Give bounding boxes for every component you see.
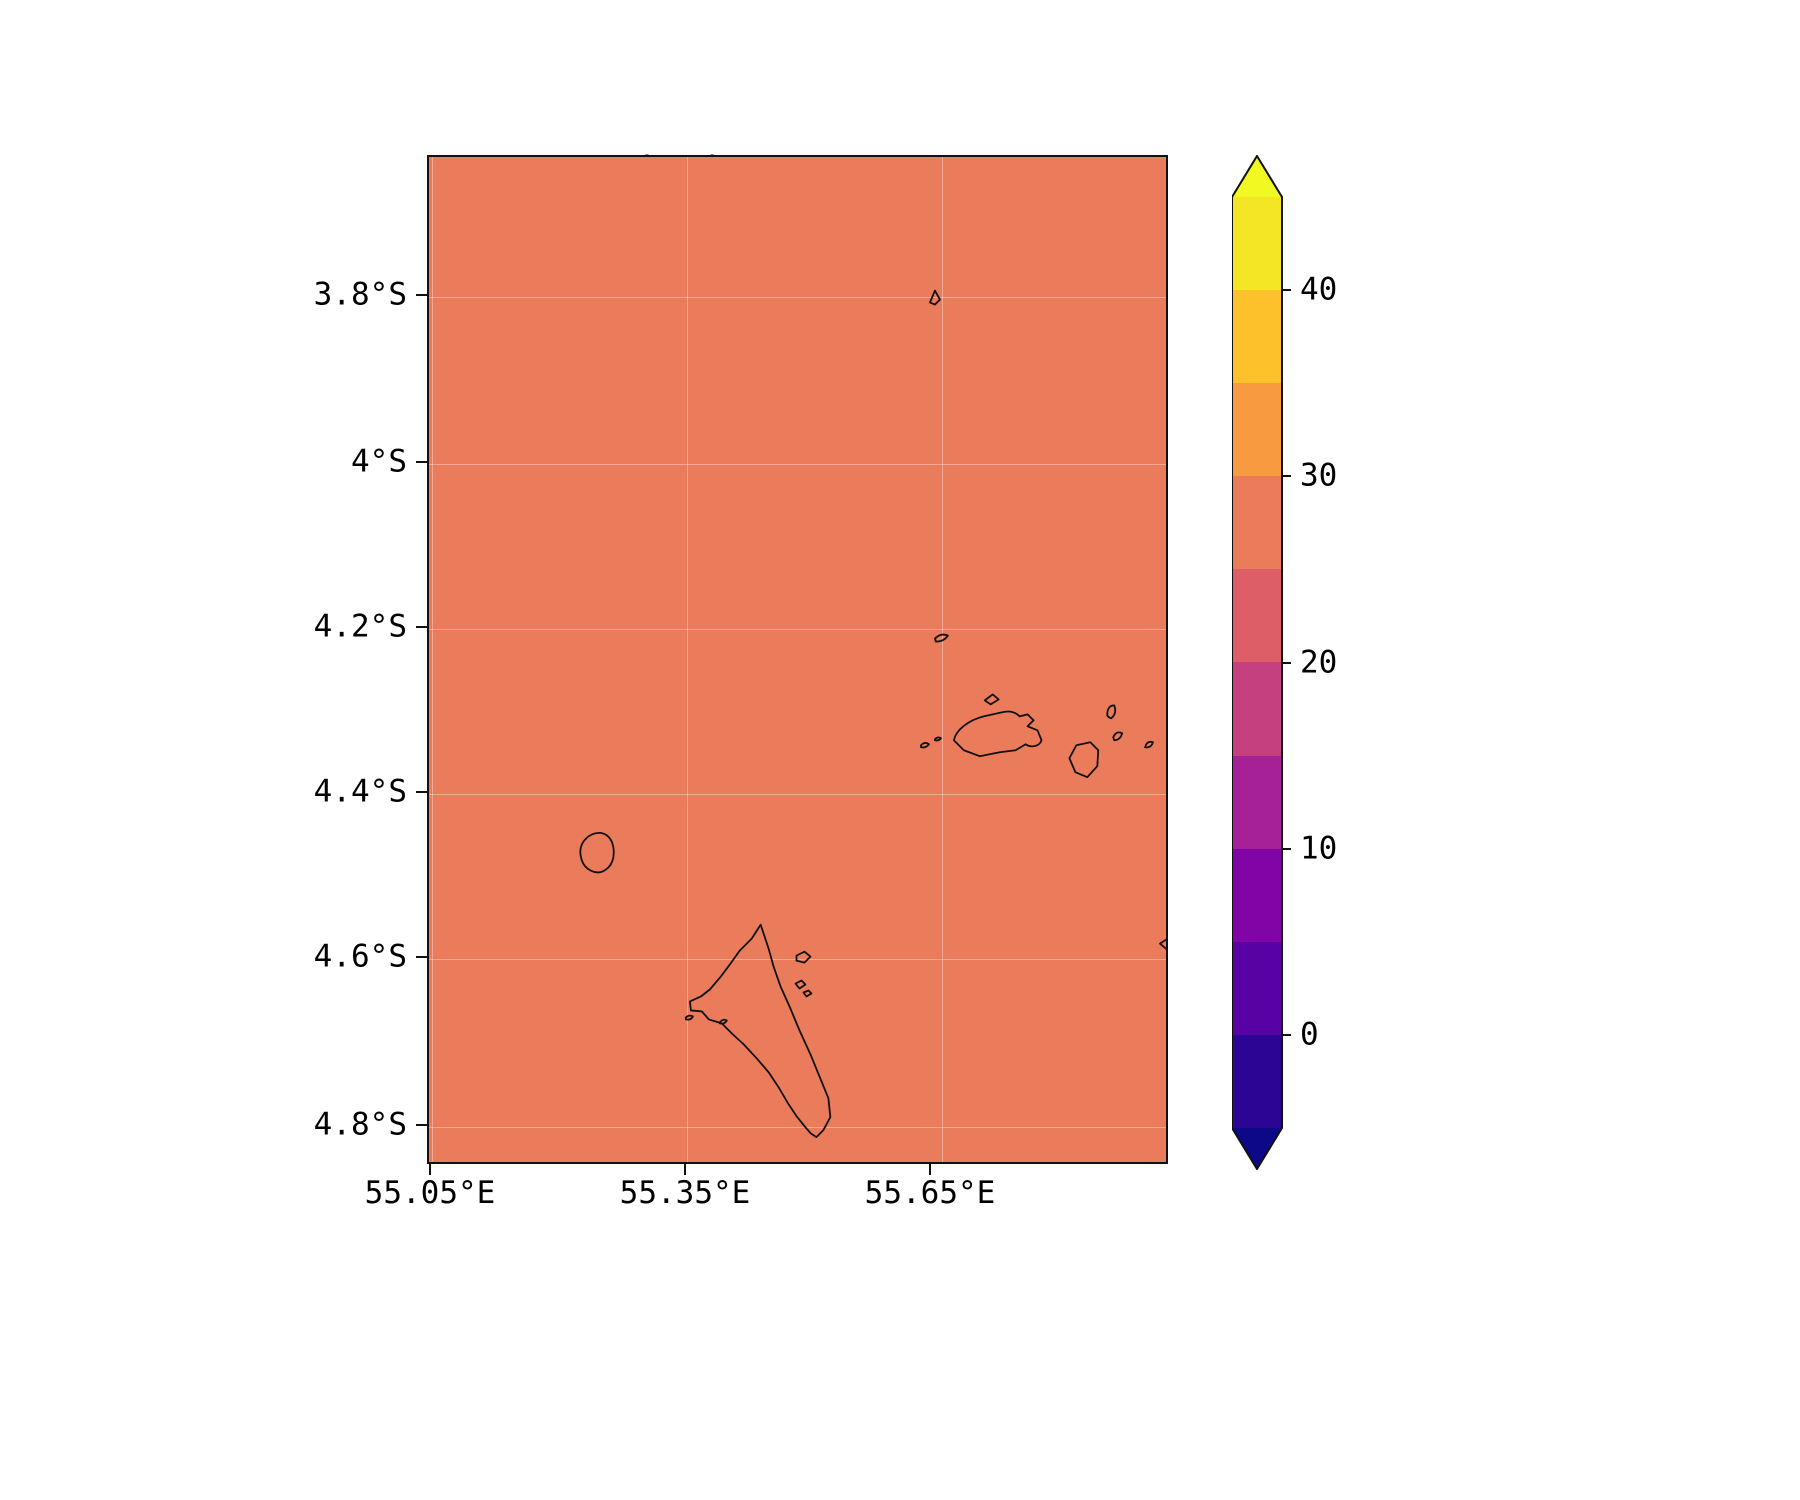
colorbar-segment	[1232, 1034, 1282, 1128]
islet-coastline	[1112, 731, 1124, 742]
y-tick-label: 4.4°S	[313, 773, 407, 810]
colorbar-extend-over	[1232, 155, 1282, 197]
colorbar-segment	[1232, 755, 1282, 849]
islet-coastline	[1106, 704, 1117, 720]
colorbar-tick-label: 10	[1300, 830, 1338, 867]
x-tick-mark	[429, 1164, 431, 1175]
colorbar-tick-label: 20	[1300, 644, 1338, 681]
colorbar-segment	[1232, 569, 1282, 663]
gridline-vertical	[432, 157, 433, 1162]
x-tick-mark	[684, 1164, 686, 1175]
gridline-horizontal	[429, 959, 1166, 960]
gridline-horizontal	[429, 1127, 1166, 1128]
y-tick-mark	[416, 1124, 427, 1126]
y-tick-mark	[416, 791, 427, 793]
mahe-coastline	[689, 923, 832, 1138]
colorbar-segment	[1232, 848, 1282, 942]
gridline-horizontal	[429, 464, 1166, 465]
y-tick-mark	[416, 956, 427, 958]
y-tick-label: 4.8°S	[313, 1106, 407, 1143]
islet-coastline	[795, 950, 812, 964]
islet-mid-coastline	[934, 633, 949, 643]
y-tick-label: 4°S	[351, 443, 407, 480]
gridline-horizontal	[429, 297, 1166, 298]
islet-edge-coastline	[1159, 938, 1166, 950]
islet-coastline	[794, 979, 807, 990]
map-plot-area	[427, 155, 1168, 1164]
y-tick-label: 4.2°S	[313, 608, 407, 645]
islet-coastline	[718, 1018, 728, 1025]
colorbar-segment	[1232, 197, 1282, 291]
gridline-horizontal	[429, 629, 1166, 630]
y-tick-label: 3.8°S	[313, 276, 407, 313]
islet-north-coastline	[929, 289, 941, 306]
islet-coastline	[1144, 740, 1154, 749]
colorbar-segment	[1232, 941, 1282, 1035]
colorbar-segment	[1232, 290, 1282, 384]
y-tick-mark	[416, 461, 427, 463]
islet-curieuse-coastline	[983, 693, 1000, 706]
colorbar-segment	[1232, 476, 1282, 570]
y-tick-mark	[416, 626, 427, 628]
colorbar-segment	[1232, 383, 1282, 477]
coastlines-layer	[579, 289, 1166, 1138]
colorbar-segment	[1232, 662, 1282, 756]
gridline-horizontal	[429, 794, 1166, 795]
gridline-vertical	[687, 157, 688, 1162]
x-tick-label: 55.05°E	[364, 1175, 496, 1211]
gridline-vertical	[942, 157, 943, 1162]
colorbar-tick-label: 40	[1300, 271, 1338, 308]
colorbar-tick-label: 30	[1300, 457, 1338, 494]
x-tick-label: 55.65°E	[864, 1175, 996, 1211]
la-digue-coastline	[1068, 741, 1100, 779]
colorbar	[1232, 155, 1291, 1170]
y-tick-label: 4.6°S	[313, 938, 407, 975]
silhouette-coastline	[579, 832, 615, 874]
x-tick-mark	[929, 1164, 931, 1175]
x-tick-label: 55.35°E	[619, 1175, 751, 1211]
praslin-coastline	[952, 710, 1043, 758]
y-tick-mark	[416, 294, 427, 296]
islet-coastline	[802, 989, 813, 998]
islet-coastline	[685, 1014, 694, 1021]
islet-coastline	[920, 742, 930, 749]
colorbar-extend-under	[1232, 1127, 1282, 1170]
colorbar-tick-label: 0	[1300, 1016, 1319, 1053]
islet-coastline	[934, 736, 942, 742]
